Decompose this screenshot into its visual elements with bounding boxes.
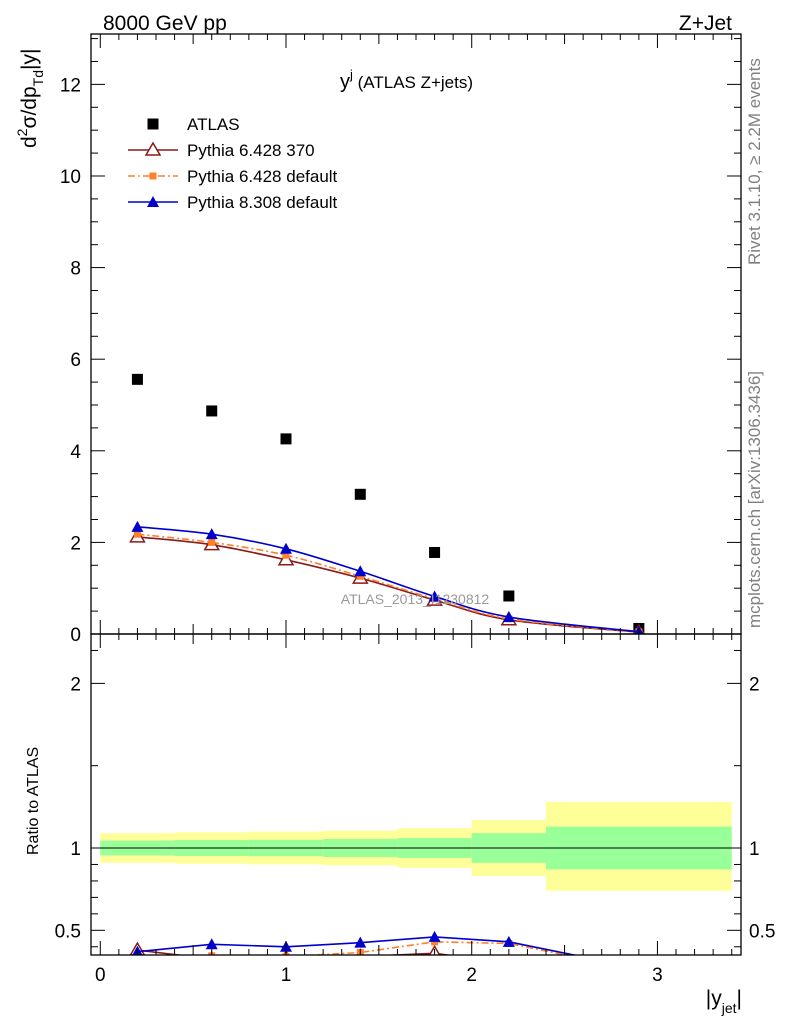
data-point-pythia-8-308-default <box>354 565 367 577</box>
ratio-tick-label: 1 <box>70 839 81 860</box>
y-axis-label-mid: σ/dp <box>18 86 41 128</box>
analysis-watermark: ATLAS_2013_I1230812 <box>341 591 490 607</box>
ratio-point-pythia-8-308-default <box>633 962 645 973</box>
ratio-panel: 0 1 2 3 0.5 0.5 1 1 2 2 <box>55 633 775 986</box>
data-point-pythia-8-308-default <box>131 520 144 532</box>
chart-title: yj (ATLAS Z+jets) <box>340 67 473 93</box>
legend-label-pythia-6-428-default: Pythia 6.428 default <box>187 167 338 186</box>
ratio-point-pythia-8-308-default <box>502 935 515 947</box>
ratio-tick-label-right: 1 <box>749 839 760 860</box>
ratio-tick-label-right: 2 <box>749 674 760 695</box>
rivet-version-text: Rivet 3.1.10, ≥ 2.2M events <box>745 58 764 265</box>
ratio-point-pythia-8-308-default <box>428 930 441 942</box>
legend-label-pythia-8-308-default: Pythia 8.308 default <box>187 193 338 212</box>
main-panel: 0 2 4 6 8 10 12 ATLAS Pythia 6.428 370 Pythia 6.4… <box>60 33 742 646</box>
x-axis-label-sub: jet <box>721 1000 737 1016</box>
y-tick-label: 0 <box>70 625 81 646</box>
x-tick-label: 1 <box>281 965 292 986</box>
legend-marker-pythia-6-428-370 <box>144 141 162 156</box>
y-tick-label: 6 <box>70 350 81 371</box>
y-axis-label: d2σ/dpTd|y| <box>14 49 46 148</box>
chart-title-main: y <box>340 71 350 93</box>
main-series <box>129 373 645 634</box>
y-tick-label: 12 <box>60 75 81 96</box>
header-left: 8000 GeV pp <box>103 12 227 35</box>
header-right: Z+Jet <box>679 12 732 35</box>
legend-label-pythia-6-428-370: Pythia 6.428 370 <box>187 141 315 160</box>
ratio-point-pythia-8-308-default <box>205 938 218 950</box>
data-point-pythia-8-308-default <box>502 611 515 623</box>
uncertainty-bands <box>100 801 732 891</box>
ratio-tick-label-right: 0.5 <box>749 921 775 942</box>
x-axis-label: |yjet| <box>706 987 742 1016</box>
data-point-atlas <box>131 373 143 385</box>
y-tick-label: 4 <box>70 442 81 463</box>
ratio-tick-label: 0.5 <box>55 921 81 942</box>
ratio-frame <box>90 633 742 956</box>
legend: ATLAS Pythia 6.428 370 Pythia 6.428 defaul… <box>128 115 338 212</box>
series-line-pythia-6-428-default <box>137 533 639 633</box>
x-tick-label: 0 <box>95 965 106 986</box>
y-axis-label-tail: |y| <box>18 49 41 70</box>
data-point-pythia-8-308-default <box>428 590 441 602</box>
ratio-tick-label: 2 <box>70 674 81 695</box>
data-point-pythia-6-428-default <box>282 551 290 559</box>
legend-marker-pythia-6-428-default <box>149 172 157 180</box>
x-axis-label-tail: | <box>737 987 742 1010</box>
data-point-atlas <box>429 546 441 558</box>
data-point-atlas <box>503 590 515 602</box>
y-tick-label: 8 <box>70 259 81 280</box>
chart-title-sup: j <box>349 67 353 82</box>
legend-marker-atlas <box>147 118 159 130</box>
data-point-pythia-6-428-370 <box>277 551 295 566</box>
x-tick-label: 3 <box>652 965 663 986</box>
data-point-pythia-8-308-default <box>280 542 292 554</box>
y-axis-label-main: d <box>18 136 41 148</box>
x-tick-label: 2 <box>466 965 477 986</box>
ratio-y-axis-label: Ratio to ATLAS <box>25 747 42 855</box>
chart-title-tail: (ATLAS Z+jets) <box>353 73 473 92</box>
data-point-atlas <box>280 433 292 445</box>
data-point-atlas <box>206 405 218 417</box>
legend-label-atlas: ATLAS <box>187 115 240 134</box>
y-axis-label-sub: Td <box>30 70 46 86</box>
data-point-pythia-6-428-default <box>133 530 141 538</box>
y-axis-label-sup: 2 <box>14 128 30 136</box>
source-text: mcplots.cern.ch [arXiv:1306.3436] <box>745 371 764 628</box>
data-point-pythia-6-428-default <box>356 572 364 580</box>
legend-marker-pythia-8-308-default <box>147 196 159 207</box>
ratio-point-pythia-6-428-370 <box>508 954 510 955</box>
x-axis-label-main: |y <box>706 987 722 1010</box>
y-tick-label: 10 <box>60 167 81 188</box>
ratio-point-pythia-6-428-370 <box>632 968 646 980</box>
y-tick-label: 2 <box>70 533 81 554</box>
ratio-point-pythia-6-428-default <box>635 966 642 973</box>
ratio-point-pythia-8-308-default <box>354 936 367 948</box>
data-point-pythia-8-308-default <box>205 528 218 540</box>
data-point-atlas <box>354 488 366 500</box>
data-point-pythia-6-428-default <box>208 538 216 546</box>
